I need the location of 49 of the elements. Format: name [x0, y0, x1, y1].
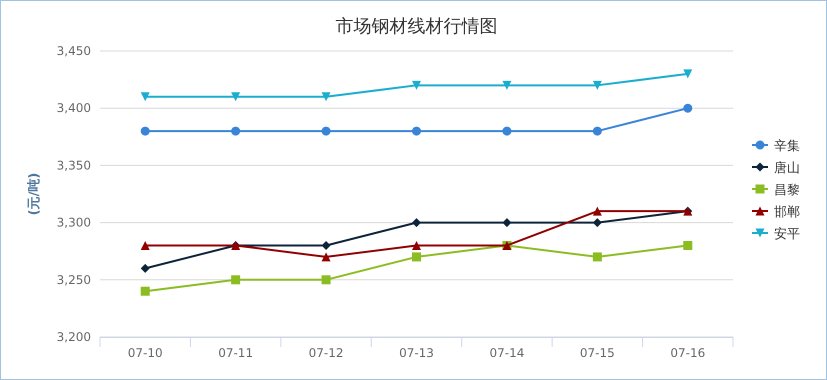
point	[322, 252, 331, 262]
point	[140, 286, 150, 296]
point	[322, 126, 331, 136]
y-tick-label: 3,300	[56, 216, 91, 230]
y-tick-label: 3,200	[56, 330, 91, 344]
legend-label: 辛集	[774, 139, 800, 154]
legend-label: 昌黎	[774, 183, 800, 198]
x-tick-label: 07-11	[218, 346, 254, 360]
y-tick-label: 3,400	[56, 101, 91, 116]
x-tick-label: 07-16	[670, 346, 706, 360]
point	[322, 240, 331, 250]
ylabel: (元/吨)	[27, 172, 42, 216]
point	[231, 92, 240, 102]
y-tick-label: 3,450	[56, 44, 91, 58]
legend-label: 安平	[774, 226, 800, 242]
x-tick-label: 07-10	[128, 346, 163, 360]
point	[140, 126, 150, 136]
point	[412, 240, 421, 250]
x-tick-label: 07-13	[399, 346, 434, 360]
point	[592, 206, 602, 216]
x-tick-label: 07-12	[308, 346, 344, 360]
point	[502, 126, 512, 136]
point	[412, 126, 421, 136]
point	[231, 275, 240, 284]
point	[502, 80, 512, 90]
point	[592, 80, 602, 90]
point	[683, 69, 692, 78]
point	[140, 240, 150, 250]
point	[592, 252, 602, 262]
point	[140, 264, 150, 273]
x-tick-label: 07-15	[580, 346, 615, 360]
point	[683, 240, 692, 250]
point	[412, 218, 421, 228]
title: 市场钢材线材行情图	[336, 16, 498, 37]
x-tick-label: 07-14	[489, 346, 524, 360]
point	[592, 218, 602, 228]
legend-label: 唐山	[774, 161, 800, 176]
point	[322, 275, 331, 284]
point	[231, 126, 240, 136]
point	[140, 92, 150, 102]
point	[322, 92, 331, 102]
y-tick-label: 3,350	[56, 158, 91, 172]
point	[502, 218, 512, 228]
point	[412, 252, 421, 262]
point	[412, 80, 421, 90]
y-tick-label: 3,250	[56, 272, 91, 287]
point	[592, 126, 602, 136]
point	[683, 104, 692, 113]
legend-label: 邯郸	[774, 205, 800, 220]
